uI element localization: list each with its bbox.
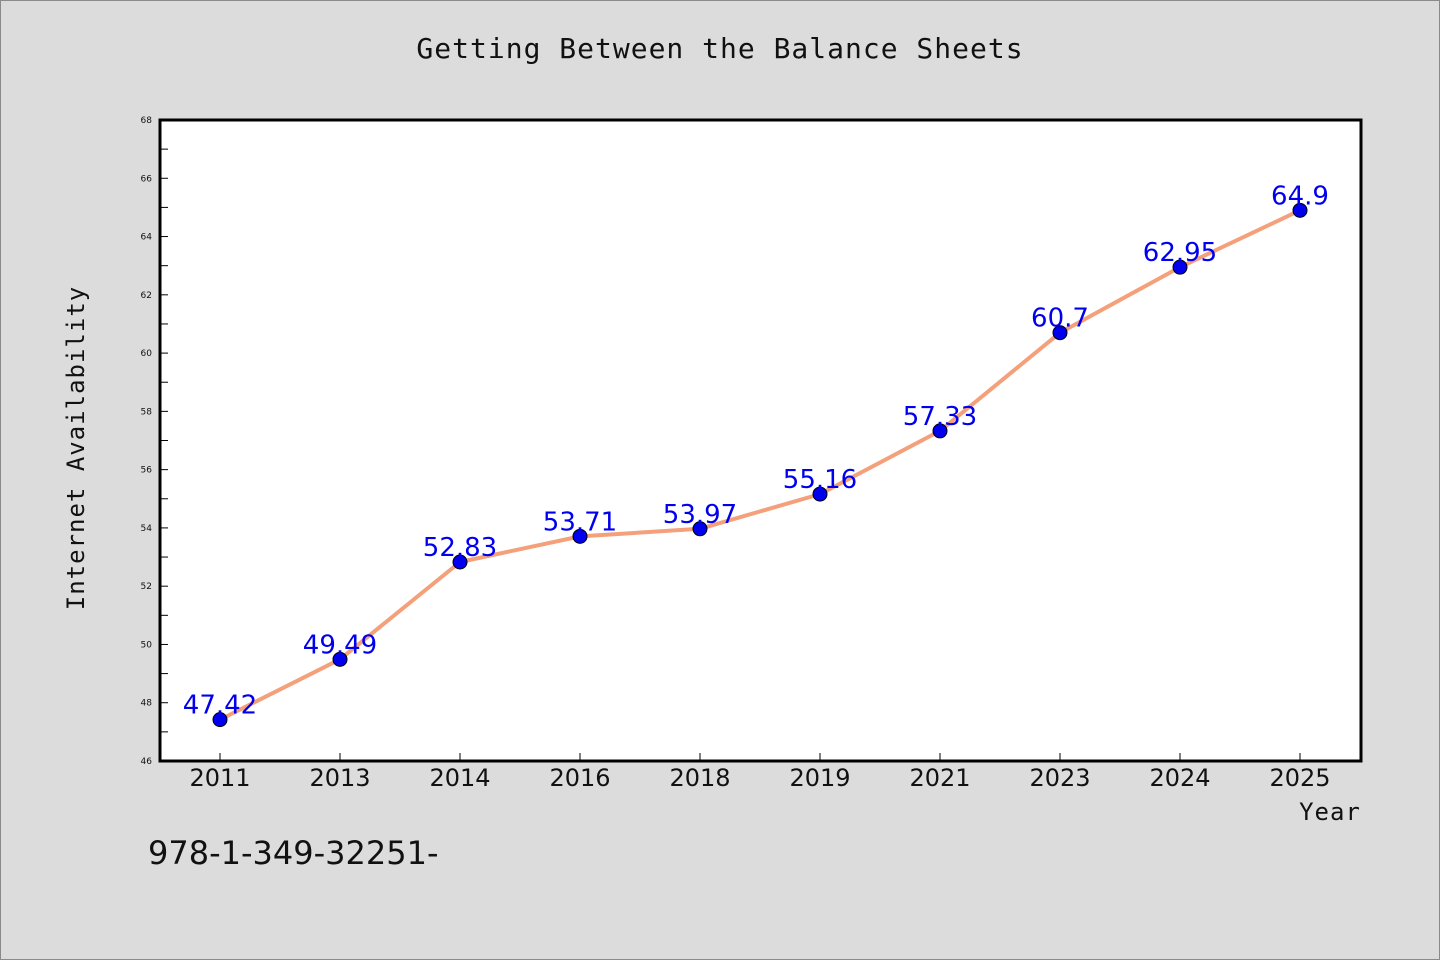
data-point [692, 521, 708, 537]
data-label: 60.7 [1031, 304, 1089, 334]
x-tick-label: 2013 [309, 764, 370, 792]
y-axis-label: Internet Availability [62, 286, 90, 610]
series-polyline [219, 208, 1301, 722]
x-tick-label: 2016 [549, 764, 610, 792]
y-tick-label: 46 [141, 757, 153, 767]
data-label: 55.16 [783, 465, 857, 495]
x-tick-label: 2021 [909, 764, 970, 792]
x-tick-label: 2024 [1149, 764, 1210, 792]
data-label: 62.95 [1143, 238, 1217, 268]
data-point [812, 486, 828, 502]
x-tick-label: 2014 [429, 764, 490, 792]
y-tick-label: 52 [141, 582, 152, 592]
series-markers [212, 202, 1308, 728]
x-tick-label: 2025 [1269, 764, 1330, 792]
y-tick-label: 66 [141, 174, 153, 184]
y-tick-label: 68 [141, 116, 153, 126]
y-tick-label: 64 [141, 233, 153, 243]
y-tick-label: 50 [141, 640, 153, 650]
data-point [572, 528, 588, 544]
plot-area [158, 118, 1363, 763]
x-tick-label: 2011 [189, 764, 250, 792]
data-labels: 47.42 49.49 52.83 53.71 53.97 55.16 57.33 60.7 6… [183, 181, 1329, 720]
data-point [932, 423, 948, 439]
data-point [1172, 259, 1188, 275]
y-tick-label: 54 [141, 524, 153, 534]
data-label: 64.9 [1271, 181, 1329, 211]
chart-title: Getting Between the Balance Sheets [416, 32, 1024, 65]
y-tick-label: 62 [141, 291, 152, 301]
y-tick-label: 48 [141, 699, 153, 709]
y-axis: 46 48 50 52 54 56 58 60 62 64 66 68 [141, 116, 168, 767]
data-point [1292, 202, 1308, 218]
y-tick-label: 58 [141, 407, 153, 417]
y-tick-label: 60 [141, 349, 153, 359]
data-label: 52.83 [423, 533, 497, 563]
data-point [452, 554, 468, 570]
series-line [219, 208, 1301, 722]
y-tick-label: 56 [141, 466, 153, 476]
x-tick-label: 2023 [1029, 764, 1090, 792]
x-axis-label: Year [1299, 798, 1361, 826]
data-label: 47.42 [183, 691, 257, 721]
x-tick-label: 2019 [789, 764, 850, 792]
isbn-text: 978-1-349-32251- [148, 834, 439, 872]
data-point [212, 712, 228, 728]
data-label: 53.71 [543, 507, 617, 537]
data-label: 57.33 [903, 402, 977, 432]
data-point [1052, 325, 1068, 341]
x-tick-label: 2018 [669, 764, 730, 792]
data-point [332, 651, 348, 667]
x-axis: 2011 2013 2014 2016 2018 2019 2021 2023 2024 2025 [189, 753, 1331, 792]
data-label: 49.49 [303, 630, 377, 660]
data-label: 53.97 [663, 500, 737, 530]
